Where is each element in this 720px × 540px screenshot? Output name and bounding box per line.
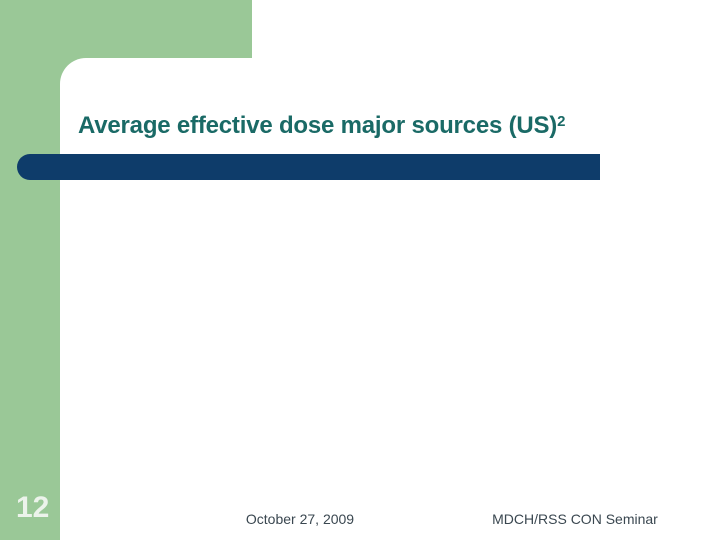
header-green-block	[0, 0, 252, 58]
title-accent-bar	[17, 154, 600, 180]
slide-title: Average effective dose major sources (US…	[78, 113, 565, 139]
content-panel	[60, 58, 720, 540]
slide-title-superscript: 2	[557, 113, 566, 130]
slide-number: 12	[16, 491, 50, 524]
slide-title-text: Average effective dose major sources (US…	[78, 112, 558, 139]
sidebar-green-strip	[0, 0, 60, 540]
footer-event-name: MDCH/RSS CON Seminar	[492, 511, 658, 527]
footer-date: October 27, 2009	[245, 511, 355, 527]
